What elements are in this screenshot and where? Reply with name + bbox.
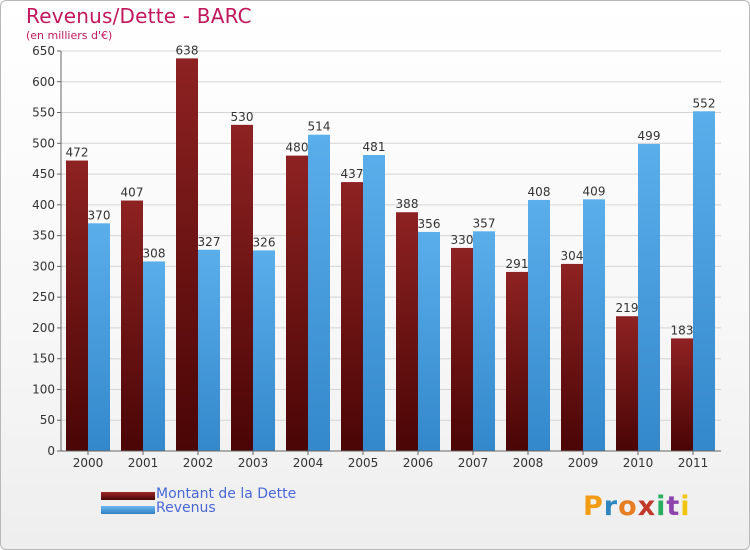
y-tick-label: 500 xyxy=(32,136,55,150)
y-tick-label: 350 xyxy=(32,229,55,243)
bar-dette xyxy=(286,155,308,451)
bar-dette xyxy=(341,182,363,452)
y-tick-label: 150 xyxy=(32,352,55,366)
data-label: 481 xyxy=(363,140,386,154)
chart-subtitle: (en milliers d'€) xyxy=(26,29,113,42)
bar-revenus xyxy=(418,231,440,451)
x-tick-label: 2009 xyxy=(568,456,599,470)
x-tick-label: 2003 xyxy=(238,456,269,470)
x-tick-label: 2008 xyxy=(513,456,544,470)
data-label: 219 xyxy=(616,301,639,315)
x-tick-label: 2007 xyxy=(458,456,489,470)
legend-label-dette: Montant de la Dette xyxy=(156,486,297,502)
data-label: 472 xyxy=(66,146,89,160)
data-label: 183 xyxy=(671,323,694,337)
logo-letter: x xyxy=(637,491,657,522)
legend-swatch-dette xyxy=(101,492,155,500)
bar-dette xyxy=(451,247,473,451)
data-label: 407 xyxy=(121,186,144,200)
x-tick-label: 2010 xyxy=(623,456,654,470)
y-tick-label: 100 xyxy=(32,382,55,396)
data-label: 330 xyxy=(451,233,474,247)
data-label: 304 xyxy=(561,249,584,263)
x-tick-label: 2006 xyxy=(403,456,434,470)
data-label: 370 xyxy=(88,208,111,222)
x-tick-label: 2001 xyxy=(128,456,159,470)
bar-revenus xyxy=(308,134,330,451)
bar-dette xyxy=(506,271,528,451)
data-label: 408 xyxy=(528,185,551,199)
data-label: 388 xyxy=(396,197,419,211)
data-label: 308 xyxy=(143,246,166,260)
data-label: 326 xyxy=(253,235,276,249)
y-tick-label: 650 xyxy=(32,44,55,58)
bar-dette xyxy=(231,124,253,451)
bar-revenus xyxy=(88,223,110,451)
data-label: 552 xyxy=(693,96,716,110)
x-tick-label: 2005 xyxy=(348,456,379,470)
bar-revenus xyxy=(528,199,550,451)
proxiti-logo: Proxiti xyxy=(583,491,691,522)
y-tick-label: 50 xyxy=(40,413,55,427)
y-tick-label: 300 xyxy=(32,259,55,273)
logo-letter: i xyxy=(656,491,667,522)
x-tick-label: 2004 xyxy=(293,456,324,470)
logo-letter: t xyxy=(666,491,681,522)
data-label: 409 xyxy=(583,184,606,198)
chart-title: Revenus/Dette - BARC xyxy=(26,4,252,28)
x-tick-label: 2000 xyxy=(73,456,104,470)
bar-revenus xyxy=(143,261,165,451)
bar-revenus xyxy=(693,111,715,452)
logo-letter: o xyxy=(618,491,638,522)
bar-revenus xyxy=(253,250,275,451)
y-tick-label: 550 xyxy=(32,106,55,120)
logo-letter: r xyxy=(603,491,619,522)
y-tick-label: 400 xyxy=(32,198,55,212)
bar-revenus xyxy=(363,155,385,451)
y-tick-label: 0 xyxy=(47,444,55,458)
data-label: 356 xyxy=(418,217,441,231)
bar-revenus xyxy=(473,231,495,451)
bar-dette xyxy=(176,58,198,452)
y-tick-label: 250 xyxy=(32,290,55,304)
bar-revenus xyxy=(583,199,605,451)
bar-dette xyxy=(121,200,143,451)
bar-dette xyxy=(396,212,418,451)
data-label: 437 xyxy=(341,167,364,181)
logo-letter: P xyxy=(583,491,604,522)
y-tick-label: 200 xyxy=(32,321,55,335)
data-label: 480 xyxy=(286,141,309,155)
data-label: 499 xyxy=(638,129,661,143)
data-label: 530 xyxy=(231,110,254,124)
data-label: 327 xyxy=(198,235,221,249)
bar-dette xyxy=(616,316,638,451)
x-tick-label: 2011 xyxy=(678,456,709,470)
data-label: 291 xyxy=(506,257,529,271)
bar-dette xyxy=(66,160,88,452)
legend-label-revenus: Revenus xyxy=(156,500,216,516)
bar-revenus xyxy=(198,249,220,451)
legend-swatch-revenus xyxy=(101,506,155,514)
y-tick-label: 450 xyxy=(32,167,55,181)
bar-dette xyxy=(671,338,693,451)
bar-dette xyxy=(561,263,583,451)
bar-revenus xyxy=(638,143,660,451)
y-tick-label: 600 xyxy=(32,75,55,89)
x-tick-label: 2002 xyxy=(183,456,214,470)
data-label: 638 xyxy=(176,43,199,57)
logo-letter: i xyxy=(680,491,691,522)
data-label: 514 xyxy=(308,120,331,134)
data-label: 357 xyxy=(473,216,496,230)
